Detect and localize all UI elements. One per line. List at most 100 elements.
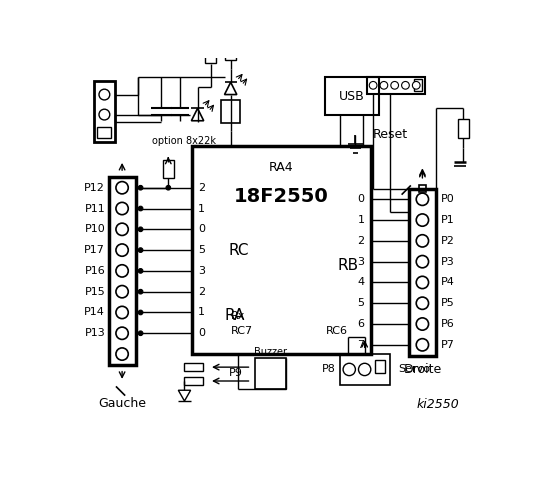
Bar bbox=[458, 119, 468, 138]
Text: 18F2550: 18F2550 bbox=[234, 187, 329, 206]
Circle shape bbox=[138, 185, 143, 190]
Text: Reset: Reset bbox=[373, 128, 408, 141]
Text: Rx: Rx bbox=[231, 311, 245, 321]
Circle shape bbox=[391, 82, 399, 89]
Bar bbox=[185, 363, 203, 371]
Bar bbox=[185, 377, 203, 385]
Text: RA: RA bbox=[225, 308, 245, 323]
Bar bbox=[419, 185, 426, 192]
Circle shape bbox=[401, 82, 409, 89]
Text: P15: P15 bbox=[85, 287, 105, 297]
Circle shape bbox=[138, 289, 143, 294]
Circle shape bbox=[116, 223, 128, 236]
Text: RA4: RA4 bbox=[269, 161, 294, 174]
Circle shape bbox=[369, 82, 377, 89]
Bar bbox=[367, 77, 425, 94]
Text: P3: P3 bbox=[441, 257, 455, 267]
Bar bbox=[409, 189, 436, 356]
Text: 1: 1 bbox=[199, 308, 205, 317]
Circle shape bbox=[138, 331, 143, 336]
Text: P16: P16 bbox=[85, 266, 105, 276]
Text: 0: 0 bbox=[358, 194, 364, 204]
Text: 4: 4 bbox=[358, 277, 364, 288]
Bar bbox=[221, 100, 240, 123]
Text: 2: 2 bbox=[199, 183, 206, 193]
Text: USB: USB bbox=[338, 90, 364, 103]
Circle shape bbox=[416, 214, 429, 226]
Text: P12: P12 bbox=[84, 183, 105, 193]
Text: RB: RB bbox=[337, 258, 358, 273]
Circle shape bbox=[116, 265, 128, 277]
Bar bbox=[375, 360, 385, 372]
Text: ki2550: ki2550 bbox=[417, 397, 460, 410]
Bar bbox=[225, 41, 236, 60]
Bar bbox=[414, 79, 421, 92]
Text: 2: 2 bbox=[358, 236, 364, 246]
Circle shape bbox=[166, 185, 171, 190]
Text: 0: 0 bbox=[199, 224, 205, 234]
Circle shape bbox=[343, 363, 356, 376]
Text: Servo: Servo bbox=[398, 364, 430, 374]
Circle shape bbox=[138, 269, 143, 273]
Text: RC: RC bbox=[228, 242, 249, 258]
Bar bbox=[325, 77, 378, 115]
Text: P5: P5 bbox=[441, 298, 455, 308]
Text: P9: P9 bbox=[229, 368, 243, 378]
Bar bbox=[118, 350, 126, 358]
Text: P17: P17 bbox=[84, 245, 105, 255]
Circle shape bbox=[116, 306, 128, 319]
Circle shape bbox=[99, 89, 110, 100]
Text: RC7: RC7 bbox=[231, 326, 253, 336]
Text: 6: 6 bbox=[358, 319, 364, 329]
Text: 1: 1 bbox=[358, 215, 364, 225]
Circle shape bbox=[416, 339, 429, 351]
Circle shape bbox=[116, 181, 128, 194]
Bar bbox=[163, 160, 174, 179]
Circle shape bbox=[138, 248, 143, 252]
Circle shape bbox=[116, 286, 128, 298]
Text: P7: P7 bbox=[441, 340, 455, 350]
Text: P4: P4 bbox=[441, 277, 455, 288]
Text: 3: 3 bbox=[358, 257, 364, 267]
Bar bbox=[205, 45, 216, 63]
Circle shape bbox=[416, 276, 429, 288]
Text: Gauche: Gauche bbox=[98, 397, 146, 410]
Text: 0: 0 bbox=[199, 328, 205, 338]
Text: 2: 2 bbox=[199, 287, 206, 297]
Circle shape bbox=[116, 348, 128, 360]
Text: P11: P11 bbox=[85, 204, 105, 214]
Circle shape bbox=[99, 109, 110, 120]
Text: RC6: RC6 bbox=[326, 326, 348, 336]
Text: P10: P10 bbox=[85, 224, 105, 234]
Circle shape bbox=[116, 327, 128, 339]
Text: P13: P13 bbox=[85, 328, 105, 338]
Bar bbox=[109, 177, 136, 365]
Circle shape bbox=[116, 203, 128, 215]
Text: P1: P1 bbox=[441, 215, 455, 225]
Text: 5: 5 bbox=[199, 245, 205, 255]
Text: 5: 5 bbox=[358, 298, 364, 308]
Circle shape bbox=[138, 310, 143, 315]
Text: Droite: Droite bbox=[403, 363, 441, 376]
Circle shape bbox=[416, 193, 429, 205]
Circle shape bbox=[416, 235, 429, 247]
Circle shape bbox=[138, 227, 143, 232]
Text: option 8x22k: option 8x22k bbox=[152, 136, 216, 146]
Circle shape bbox=[358, 363, 371, 376]
Text: P0: P0 bbox=[441, 194, 455, 204]
Bar bbox=[340, 354, 390, 385]
Circle shape bbox=[416, 297, 429, 310]
Text: P6: P6 bbox=[441, 319, 455, 329]
Bar bbox=[93, 81, 115, 142]
Text: P2: P2 bbox=[441, 236, 455, 246]
Text: 7: 7 bbox=[358, 340, 364, 350]
Circle shape bbox=[116, 244, 128, 256]
Text: Buzzer: Buzzer bbox=[254, 347, 287, 357]
Circle shape bbox=[413, 82, 420, 89]
Text: 1: 1 bbox=[199, 204, 205, 214]
Text: P8: P8 bbox=[321, 364, 336, 374]
Bar bbox=[255, 358, 286, 389]
Bar bbox=[192, 146, 371, 354]
Text: 3: 3 bbox=[199, 266, 205, 276]
Circle shape bbox=[416, 255, 429, 268]
